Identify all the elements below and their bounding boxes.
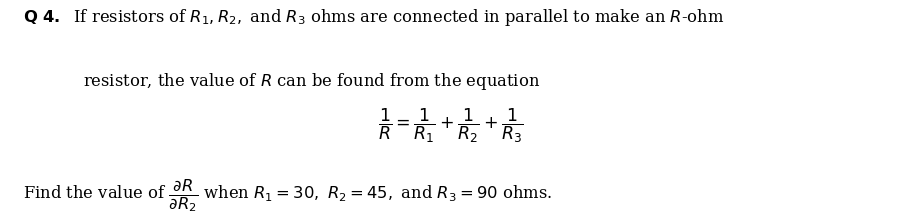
Text: Find the value of $\dfrac{\partial R}{\partial R_2}$ when $R_1 = 30,\ R_2 = 45,$: Find the value of $\dfrac{\partial R}{\p…	[23, 177, 552, 214]
Text: $\dfrac{1}{R} = \dfrac{1}{R_1} + \dfrac{1}{R_2} + \dfrac{1}{R_3}$: $\dfrac{1}{R} = \dfrac{1}{R_1} + \dfrac{…	[378, 106, 524, 145]
Text: resistor, the value of $R$ can be found from the equation: resistor, the value of $R$ can be found …	[83, 71, 540, 92]
Text: $\bf{Q\ 4.}$  If resistors of $R_1, R_2,$ and $R_3$ ohms are connected in parall: $\bf{Q\ 4.}$ If resistors of $R_1, R_2,$…	[23, 7, 724, 28]
